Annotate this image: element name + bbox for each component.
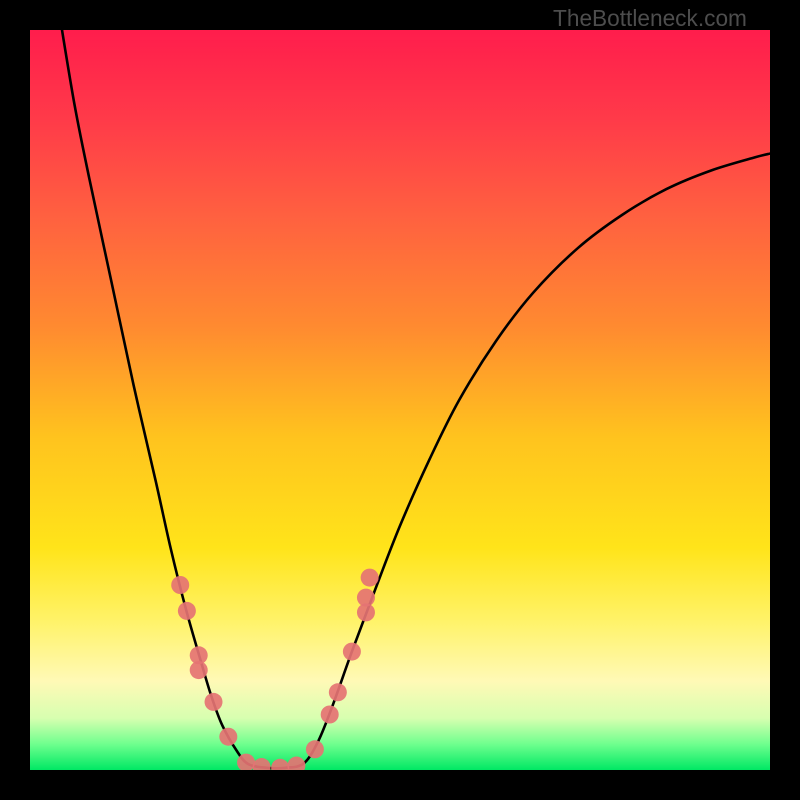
- data-marker: [271, 759, 289, 770]
- data-marker: [253, 758, 271, 770]
- data-marker: [287, 757, 305, 770]
- data-marker: [219, 728, 237, 746]
- data-marker: [357, 589, 375, 607]
- data-marker: [361, 569, 379, 587]
- data-marker: [306, 740, 324, 758]
- data-marker: [178, 602, 196, 620]
- curve-layer: [30, 30, 770, 770]
- bottleneck-curve: [60, 30, 770, 768]
- data-marker: [329, 683, 347, 701]
- chart-frame: TheBottleneck.com: [0, 0, 800, 800]
- watermark-text: TheBottleneck.com: [553, 5, 747, 32]
- data-marker: [343, 643, 361, 661]
- plot-area: [30, 30, 770, 770]
- data-marker: [190, 661, 208, 679]
- data-marker: [321, 706, 339, 724]
- marker-group: [171, 569, 378, 770]
- data-marker: [171, 576, 189, 594]
- data-marker: [205, 693, 223, 711]
